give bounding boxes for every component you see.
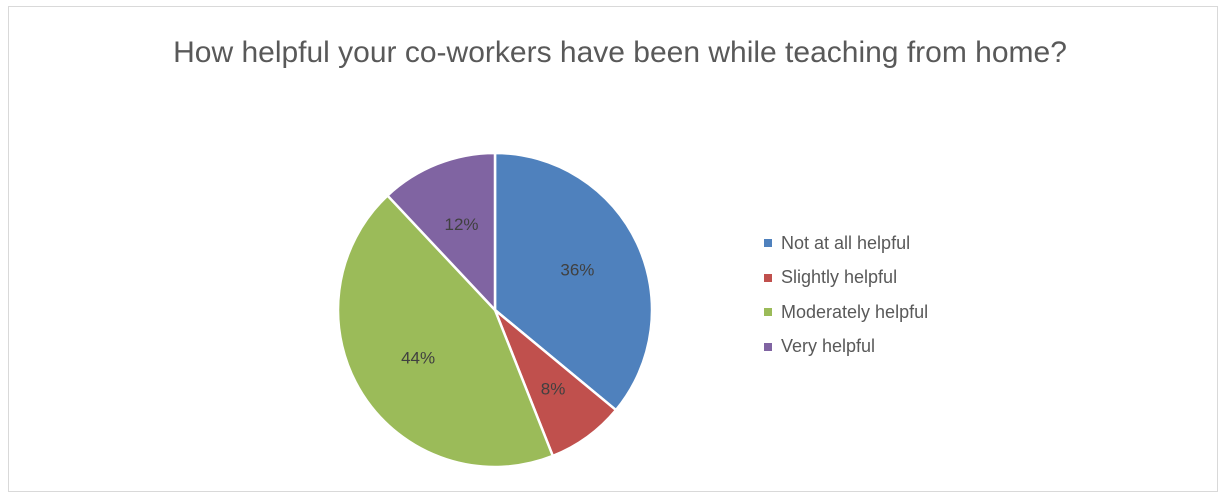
pie-slice-moderately-helpful — [336, 194, 555, 469]
legend-label: Slightly helpful — [781, 267, 898, 288]
legend-swatch — [764, 342, 772, 351]
chart-title: How helpful your co-workers have been wh… — [173, 36, 1067, 69]
legend-label: Very helpful — [781, 336, 876, 357]
legend-item-slightly-helpful: Slightly helpful — [764, 261, 928, 296]
legend-label: Not at all helpful — [781, 232, 911, 253]
pie-slice-not-at-all-helpful — [493, 151, 654, 412]
pie-slice-very-helpful — [386, 151, 497, 312]
legend-swatch — [764, 308, 772, 317]
data-label-very-helpful: 12% — [444, 215, 478, 234]
legend-swatch — [764, 273, 772, 282]
data-label-moderately-helpful: 44% — [401, 348, 435, 367]
chart-legend: Not at all helpful Slightly helpful Modera… — [764, 226, 928, 364]
legend-item-very-helpful: Very helpful — [764, 330, 928, 365]
data-label-not-at-all-helpful: 36% — [560, 261, 594, 280]
legend-item-moderately-helpful: Moderately helpful — [764, 295, 928, 330]
legend-item-not-at-all-helpful: Not at all helpful — [764, 226, 928, 261]
data-label-slightly-helpful: 8% — [541, 379, 566, 398]
legend-swatch — [764, 239, 772, 248]
legend-label: Moderately helpful — [781, 301, 929, 322]
